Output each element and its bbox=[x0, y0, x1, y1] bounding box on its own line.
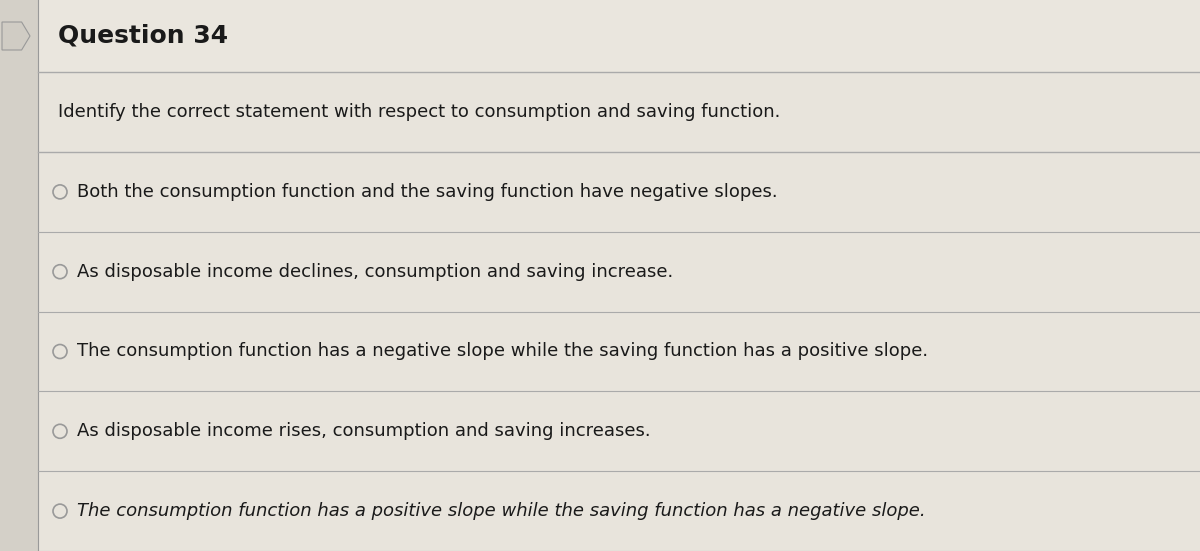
Bar bbox=[38, 72, 1200, 152]
Text: The consumption function has a negative slope while the saving function has a po: The consumption function has a negative … bbox=[77, 343, 928, 360]
Text: As disposable income rises, consumption and saving increases.: As disposable income rises, consumption … bbox=[77, 422, 650, 440]
Polygon shape bbox=[2, 22, 30, 50]
Text: Both the consumption function and the saving function have negative slopes.: Both the consumption function and the sa… bbox=[77, 183, 778, 201]
Bar bbox=[38, 0, 1200, 72]
Bar bbox=[38, 312, 1200, 391]
Bar bbox=[38, 391, 1200, 471]
Bar bbox=[38, 471, 1200, 551]
Bar bbox=[0, 0, 38, 551]
Text: Question 34: Question 34 bbox=[58, 24, 228, 48]
Text: As disposable income declines, consumption and saving increase.: As disposable income declines, consumpti… bbox=[77, 263, 673, 280]
Text: The consumption function has a positive slope while the saving function has a ne: The consumption function has a positive … bbox=[77, 502, 925, 520]
Bar bbox=[38, 232, 1200, 312]
Bar bbox=[38, 152, 1200, 232]
Text: Identify the correct statement with respect to consumption and saving function.: Identify the correct statement with resp… bbox=[58, 103, 780, 121]
